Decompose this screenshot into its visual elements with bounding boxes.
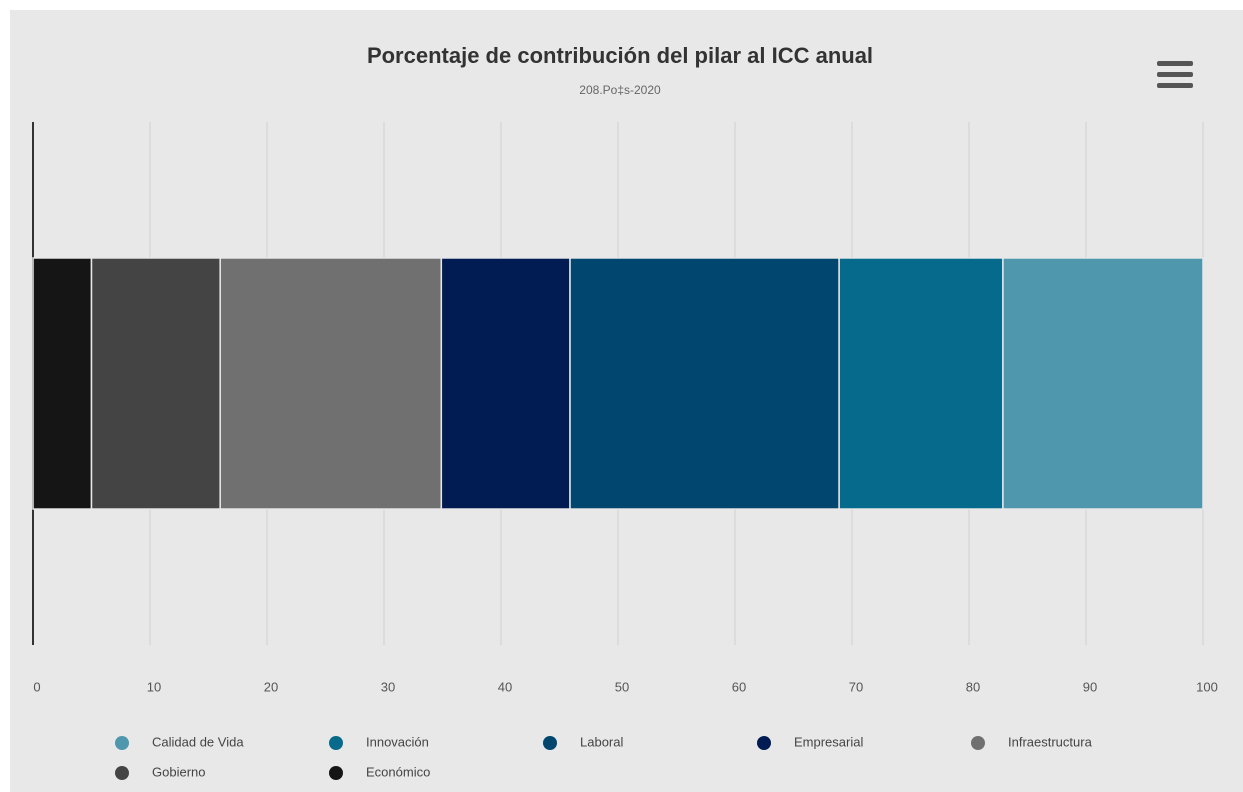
x-tick-label: 10 xyxy=(147,679,161,694)
legend-item[interactable]: Calidad de Vida xyxy=(115,734,244,750)
menu-button[interactable] xyxy=(1157,61,1193,88)
menu-bar[interactable] xyxy=(1157,61,1193,66)
legend-item[interactable]: Gobierno xyxy=(115,764,205,780)
x-tick-label: 100 xyxy=(1196,679,1218,694)
legend-marker[interactable] xyxy=(971,736,985,750)
bar-segment xyxy=(32,257,93,510)
legend-marker[interactable] xyxy=(543,736,557,750)
legend-item[interactable]: Económico xyxy=(329,764,430,780)
legend-label[interactable]: Laboral xyxy=(580,734,623,749)
x-tick-label: 20 xyxy=(264,679,278,694)
x-tick-label: 40 xyxy=(498,679,512,694)
legend-label[interactable]: Gobierno xyxy=(152,764,205,779)
x-tick-label: 0 xyxy=(33,679,40,694)
x-tick-label: 30 xyxy=(381,679,395,694)
bar-segment xyxy=(90,257,221,510)
menu-bar[interactable] xyxy=(1157,83,1193,88)
chart-title: Porcentaje de contribución del pilar al … xyxy=(367,43,873,68)
legend-label[interactable]: Económico xyxy=(366,764,430,779)
legend-label[interactable]: Innovación xyxy=(366,734,429,749)
legend-item[interactable]: Empresarial xyxy=(757,734,863,750)
chart-subtitle: 208.Po‡s-2020 xyxy=(579,83,661,97)
legend-label[interactable]: Empresarial xyxy=(794,734,863,749)
x-tick-label: 70 xyxy=(849,679,863,694)
legend-marker[interactable] xyxy=(115,736,129,750)
bar-segment xyxy=(440,257,571,510)
legend-item[interactable]: Laboral xyxy=(543,734,623,750)
bar-segment xyxy=(219,257,443,510)
legend-marker[interactable] xyxy=(115,766,129,780)
menu-bar[interactable] xyxy=(1157,72,1193,77)
bar-segment xyxy=(569,257,840,510)
x-tick-label: 50 xyxy=(615,679,629,694)
bar-segment xyxy=(838,257,1004,510)
legend-marker[interactable] xyxy=(329,766,343,780)
legend-marker[interactable] xyxy=(329,736,343,750)
legend-marker[interactable] xyxy=(757,736,771,750)
x-tick-label: 80 xyxy=(966,679,980,694)
x-tick-label: 60 xyxy=(732,679,746,694)
legend-item[interactable]: Infraestructura xyxy=(971,734,1093,750)
legend-item[interactable]: Innovación xyxy=(329,734,429,750)
legend-label[interactable]: Infraestructura xyxy=(1008,734,1093,749)
legend-label[interactable]: Calidad de Vida xyxy=(152,734,244,749)
x-tick-label: 90 xyxy=(1083,679,1097,694)
bar-segment xyxy=(1002,257,1204,510)
